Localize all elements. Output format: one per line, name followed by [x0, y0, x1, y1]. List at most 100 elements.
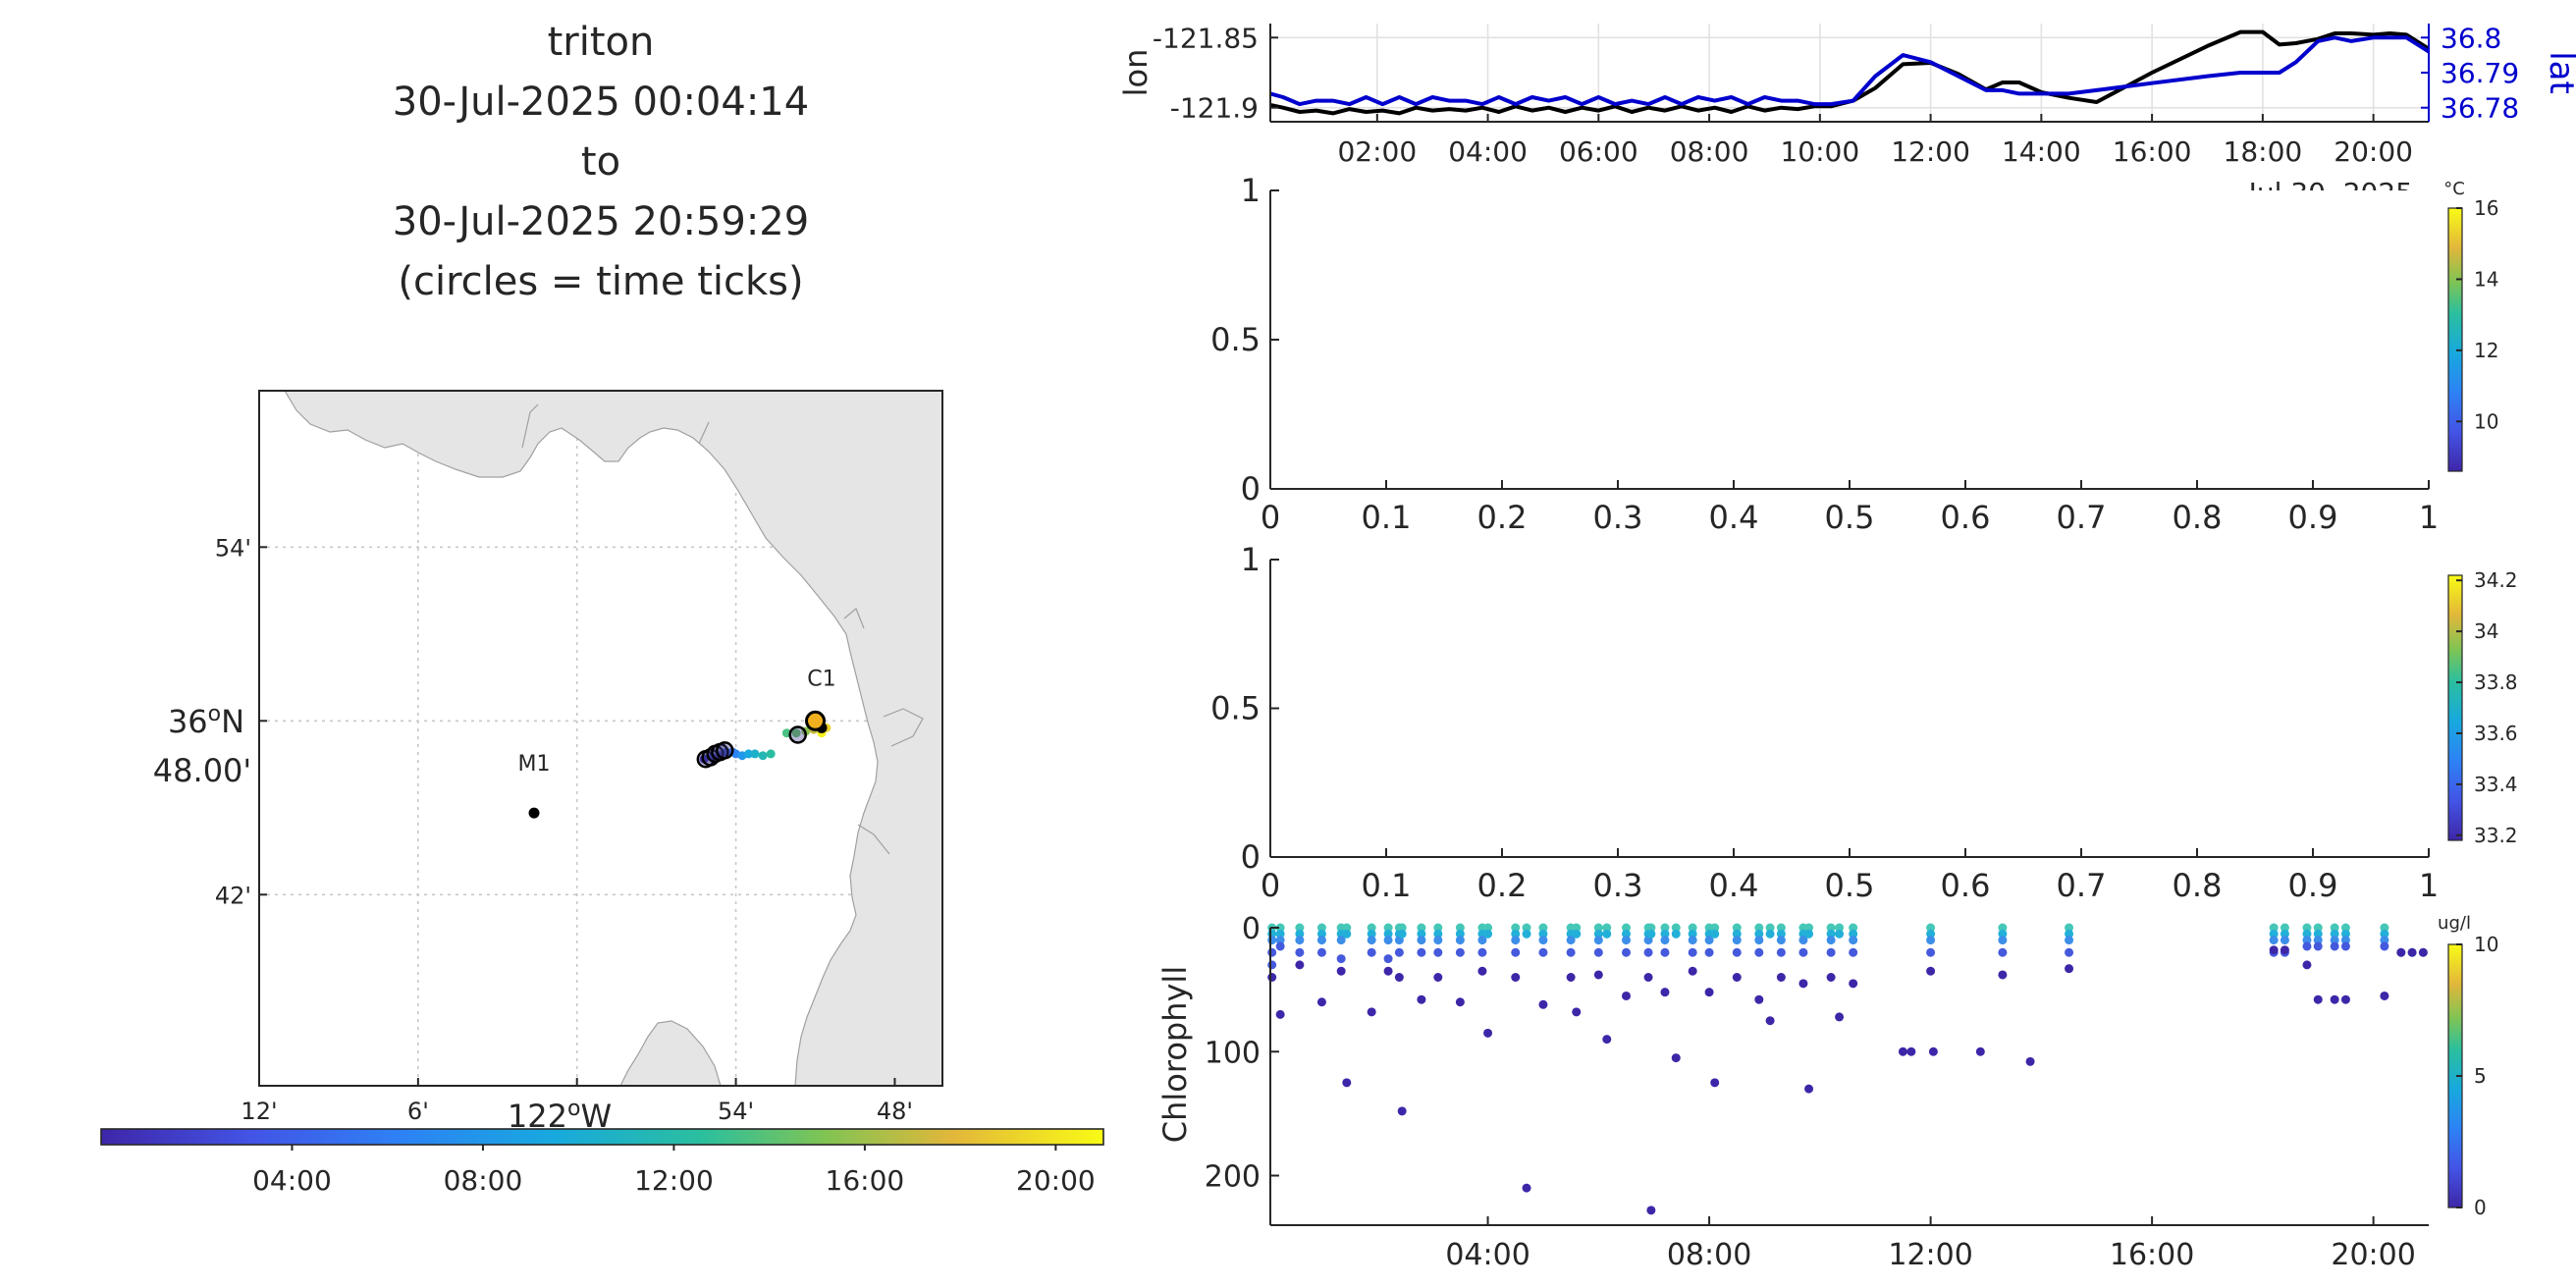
- map-x-tick-label: 48': [877, 1098, 913, 1125]
- colorbar-tick-label: 0: [2474, 1196, 2487, 1219]
- chlorophyll-point: [1522, 1183, 1531, 1193]
- chlorophyll-point: [1316, 923, 1326, 933]
- title-line: triton: [548, 20, 655, 65]
- chlorophyll-point: [1926, 936, 1936, 945]
- chlorophyll-point: [1765, 929, 1775, 939]
- chlorophyll-point: [1732, 947, 1742, 957]
- chlorophyll-point: [2340, 929, 2350, 939]
- chlorophyll-point: [1835, 929, 1845, 939]
- temperature-x-ticks: 0 0.1 0.2 0.3 0.4 0.5 0.6 0.7 0.8 0.9 1: [1261, 480, 2439, 536]
- panel-x-tick-label: 0.5: [1825, 499, 1875, 536]
- chlorophyll-point: [2269, 923, 2279, 933]
- chlorophyll-point: [1804, 923, 1814, 933]
- title-line: to: [581, 139, 620, 185]
- chlorophyll-y-tick-label: 200: [1205, 1160, 1261, 1195]
- chlorophyll-point: [1397, 923, 1407, 933]
- map-x-tick-label: 54': [718, 1098, 754, 1125]
- chlorophyll-point: [2302, 941, 2312, 951]
- river: [857, 824, 890, 855]
- chlorophyll-point: [1798, 947, 1808, 957]
- panel-y-tick-label: 0: [1241, 470, 1261, 508]
- chlorophyll-point: [1754, 936, 1764, 945]
- chlorophyll-point: [1998, 970, 2008, 980]
- chlorophyll-point: [2065, 923, 2074, 933]
- chlorophyll-point: [1336, 936, 1346, 945]
- chlorophyll-point: [1671, 1053, 1681, 1063]
- track-point: [791, 728, 801, 738]
- chlorophyll-point: [1602, 929, 1612, 939]
- chlorophyll-point: [2340, 941, 2350, 951]
- panel-x-tick-label: 0.1: [1362, 499, 1412, 536]
- chlorophyll-point: [2025, 1056, 2035, 1066]
- chlorophyll-point: [2280, 929, 2289, 939]
- chlorophyll-point: [1622, 936, 1632, 945]
- timeseries-x-tick-label: 08:00: [1670, 135, 1749, 168]
- chlorophyll-point: [1275, 929, 1285, 939]
- chlorophyll-point: [1926, 966, 1936, 976]
- chlorophyll-point: [1646, 923, 1656, 933]
- chlorophyll-point: [2330, 929, 2339, 939]
- chlorophyll-point: [2407, 947, 2417, 957]
- chlorophyll-point: [1367, 947, 1376, 957]
- chlorophyll-point: [2280, 936, 2289, 945]
- chlorophyll-point: [1522, 923, 1531, 933]
- chlorophyll-point: [1455, 929, 1465, 939]
- timeseries-left-tick-label: -121.85: [1153, 22, 1259, 54]
- chlorophyll-point: [1455, 997, 1465, 1007]
- map-x-ticks: 12' 6' 54' 48': [241, 1078, 913, 1125]
- title-line: 30-Jul-2025 20:59:29: [393, 199, 809, 244]
- chlorophyll-point: [1688, 929, 1697, 939]
- chlorophyll-point: [2396, 947, 2406, 957]
- chlorophyll-point: [1704, 947, 1714, 957]
- chlorophyll-point: [1538, 999, 1548, 1009]
- chlorophyll-point: [1646, 1206, 1656, 1215]
- chlorophyll-point: [2330, 923, 2339, 933]
- panel-y-tick-label: 0: [1241, 838, 1261, 876]
- chlorophyll-point: [2330, 941, 2339, 951]
- chlorophyll-point: [1998, 947, 2008, 957]
- chlorophyll-point: [2280, 923, 2289, 933]
- chlorophyll-point: [1455, 947, 1465, 957]
- chlorophyll-point: [1295, 960, 1305, 970]
- panel-x-tick-label: 0: [1261, 499, 1280, 536]
- chlorophyll-point: [1704, 988, 1714, 997]
- station-c1-marker: [805, 710, 827, 731]
- station-marker: [528, 807, 540, 819]
- salinity-y-ticks: 00.51: [1210, 541, 1279, 876]
- panel-x-tick-label: 0.3: [1593, 867, 1643, 904]
- chlorophyll-point: [1776, 947, 1786, 957]
- chlorophyll-point: [1383, 929, 1393, 939]
- chlorophyll-point: [1511, 923, 1521, 933]
- chlorophyll-point: [1538, 929, 1548, 939]
- chlorophyll-point: [1826, 936, 1836, 945]
- panel-x-tick-label: 1: [2419, 867, 2439, 904]
- title-line: 30-Jul-2025 00:04:14: [393, 80, 809, 125]
- timeseries-x-tick-label: 16:00: [2113, 135, 2192, 168]
- chlorophyll-point: [2380, 929, 2389, 939]
- chlorophyll-point: [1622, 929, 1632, 939]
- track-point: [744, 749, 754, 759]
- chlorophyll-point: [1433, 923, 1443, 933]
- chlorophyll-point: [1342, 923, 1352, 933]
- chlorophyll-point: [1336, 966, 1346, 976]
- timeseries-x-tick-label: 18:00: [2224, 135, 2303, 168]
- river: [843, 608, 865, 629]
- chlorophyll-x-ticks: 04:00 08:00 12:00 16:00 20:00: [1445, 1216, 2416, 1272]
- panel-x-tick-label: 0.7: [2057, 499, 2107, 536]
- chlorophyll-point: [1688, 923, 1697, 933]
- lat-series-line: [1270, 35, 2429, 107]
- panel-x-tick-label: 0.5: [1825, 867, 1875, 904]
- time-colorbar-tick-label: 08:00: [444, 1164, 523, 1197]
- timeseries-right-tick-label: 36.78: [2441, 92, 2519, 125]
- chlorophyll-point: [2340, 923, 2350, 933]
- map-y-axis-label-minutes: 48.00': [153, 752, 251, 789]
- time-colorbar-gradient: [100, 1128, 1104, 1146]
- chlorophyll-point: [1593, 929, 1603, 939]
- chlorophyll-x-tick-label: 04:00: [1445, 1238, 1530, 1272]
- chlorophyll-point: [2280, 945, 2289, 955]
- chlorophyll-point: [2269, 929, 2279, 939]
- chlorophyll-point: [1660, 988, 1670, 997]
- chlorophyll-point: [2313, 929, 2323, 939]
